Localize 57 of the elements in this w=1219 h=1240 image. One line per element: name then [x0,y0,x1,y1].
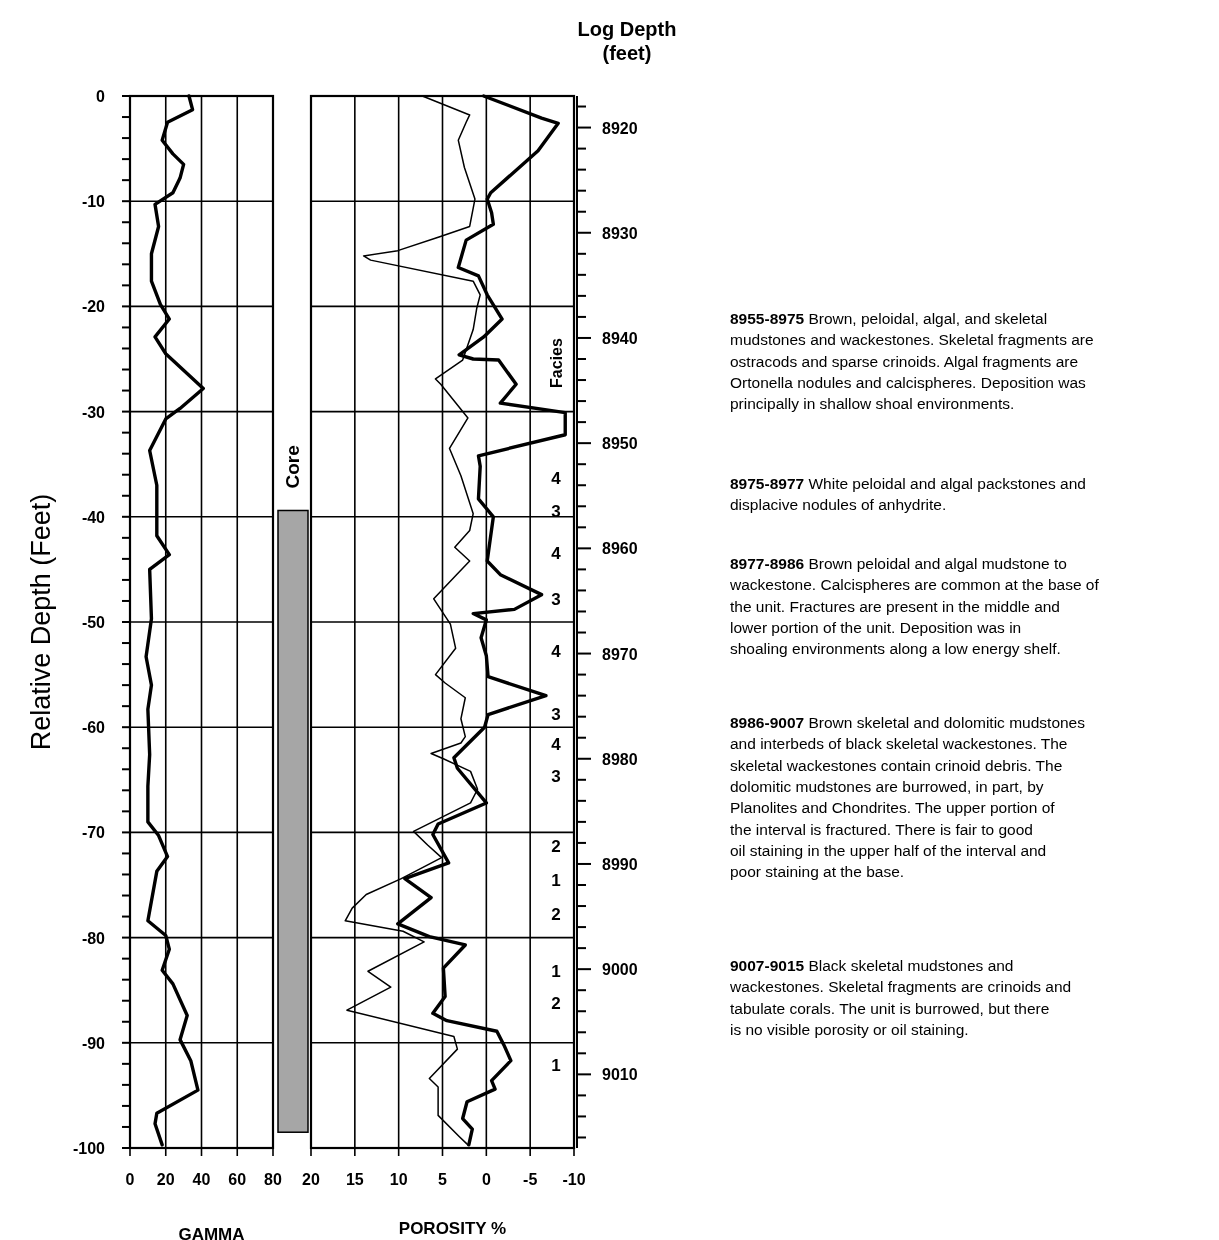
annotation: Core [282,445,303,489]
x-axis-title: POROSITY % [398,1219,507,1238]
text: 9010 [602,1066,638,1084]
annotation: 2 [551,837,561,856]
x-tick-label: 0 [481,1171,491,1188]
annotation: 3 [551,590,561,609]
y-tick-label: -40 [81,508,106,526]
annotation: 1 [551,962,561,981]
text: 8940 [602,329,638,347]
x-tick-label: 0 [125,1171,135,1188]
x-axis-title: GAMMA [178,1225,245,1240]
annotation: 4 [551,544,562,563]
annotation: 4 [551,735,562,754]
y-tick-label: 0 [96,88,106,105]
x-tick-label: -5 [523,1171,538,1188]
x-tick-label: 40 [192,1171,211,1188]
annotation: 2 [551,905,561,924]
text: 8986-9007 Brown skeletal and dolomitic mudstones and interbeds of black skeletal wackestones. The skeletal wackestones contain crinoid debris. The dolomitic mudstones are burrowed, in part, by Planolites and Chondrites. The upper portion of the interval is fractured. There is fair to good oil staining in the upper half of the interval and poor staining at the base. [730,714,1085,881]
y-tick-label: -30 [81,403,106,421]
text: 9000 [602,961,638,979]
y-tick-label: -10 [81,193,106,211]
annotation: 1 [551,871,561,890]
x-tick-label: 10 [389,1171,408,1188]
x-tick-label: 20 [156,1171,175,1188]
x-tick-label: 15 [345,1171,364,1188]
x-tick-label: 5 [438,1171,448,1188]
text: 8990 [602,855,638,873]
y-tick-label: -100 [72,1140,106,1157]
text: 8955-8975 Brown, peloidal, algal, and skeletal mudstones and wackestones. Skeletal fragments are ostracods and sparse crinoids. Algal fragments are Ortonella nodules and calcispheres. Deposition was principally in shallow shoal environments. [730,310,1094,413]
x-tick-label: 80 [264,1171,282,1188]
annotation: 4 [551,642,562,661]
y-axis-title: Relative Depth (Feet) [26,493,56,751]
annotation: 2 [551,994,561,1013]
y-tick-label: -20 [81,298,106,316]
text: 8920 [602,119,638,137]
y-tick-label: -60 [81,719,106,737]
text: 8950 [602,435,638,453]
text: 8930 [602,224,638,242]
text: 8980 [602,750,638,768]
text: 9007-9015 Black skeletal mudstones and wackestones. Skeletal fragments are crinoids and tabulate corals. The unit is burrowed, but there is no visible porosity or oil staining. [729,957,1072,1038]
y-tick-label: -90 [81,1034,106,1052]
y-tick-label: -80 [81,929,106,947]
x-tick-label: 60 [228,1171,247,1188]
x-tick-label: -10 [562,1171,586,1188]
annotation: 3 [551,767,561,786]
y2-axis-title: Log Depth (feet) [577,18,677,64]
annotation: Facies [548,337,565,388]
text: 8970 [602,645,638,663]
annotation: 1 [551,1056,561,1075]
x-tick-label: 20 [302,1171,320,1188]
annotation: 3 [551,705,561,724]
text: 8977-8986 Brown peloidal and algal mudstone to wackestone. Calcispheres are common at the base of the unit. Fractures are present in the middle and lower portion of the unit. Deposition was in shoaling environments along a low energy shelf. [729,555,1100,658]
text: 8960 [602,540,638,558]
y-tick-label: -50 [81,614,106,631]
y-tick-label: -70 [81,824,106,842]
annotation: 4 [551,469,562,488]
text: 8975-8977 White peloidal and algal packstones and displacive nodules of anhydrite. [730,475,1086,514]
